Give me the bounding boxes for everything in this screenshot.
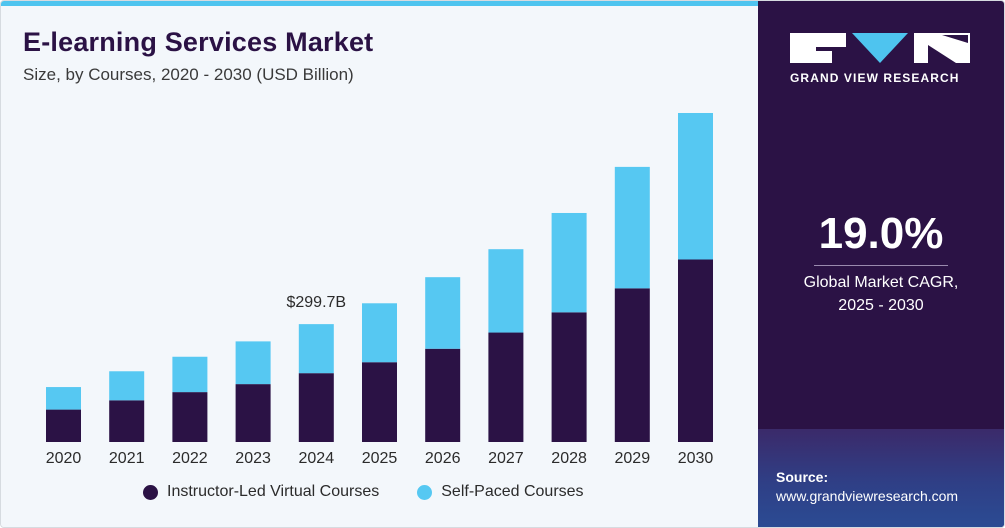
bar-2029-instructor-led [614, 288, 650, 442]
bar-2026-self-paced [425, 277, 461, 349]
x-tick-label-2027: 2027 [488, 450, 524, 467]
x-tick-label-2021: 2021 [109, 450, 145, 467]
bar-2023-instructor-led [235, 384, 271, 442]
bar-2025-instructor-led [362, 362, 397, 442]
brand-name: GRAND VIEW RESEARCH [790, 71, 960, 85]
bar-2021-self-paced [109, 371, 145, 401]
x-tick-label-2029: 2029 [615, 450, 651, 467]
bar-2030-instructor-led [678, 259, 713, 442]
stacked-bar-chart: 2020 2021 2022 2023 2024 2025 2026 2027 2028 2029… [46, 112, 714, 467]
legend-swatch-instructor-led [143, 484, 158, 500]
x-tick-label-2023: 2023 [235, 450, 271, 467]
sidebar-panel: GRAND VIEW RESEARCH 19.0% Global Market … [758, 1, 1004, 527]
legend-label-instructor-led: Instructor-Led Virtual Courses [167, 483, 380, 500]
cagr-label: Global Market CAGR, 2025 - 2030 [758, 271, 1004, 317]
x-tick-label-2022: 2022 [172, 450, 208, 467]
bar-2020-instructor-led [46, 409, 81, 442]
bar-2026-instructor-led [425, 348, 461, 442]
x-tick-label-2030: 2030 [678, 450, 714, 467]
chart-legend: Instructor-Led Virtual Courses Self-Pace… [143, 483, 622, 501]
cagr-divider [814, 265, 948, 266]
x-tick-label-2028: 2028 [551, 450, 587, 467]
top-accent-line [1, 1, 758, 6]
legend-item-self-paced: Self-Paced Courses [417, 483, 584, 501]
bar-2028-self-paced [551, 212, 587, 313]
bar-2027-self-paced [488, 249, 524, 333]
x-tick-label-2025: 2025 [362, 450, 398, 467]
bar-2024-instructor-led [298, 373, 334, 442]
bar-2024-self-paced [298, 324, 334, 374]
cagr-value: 19.0% [818, 209, 944, 258]
x-tick-label-2020: 2020 [46, 450, 82, 467]
legend-swatch-self-paced [417, 484, 433, 500]
data-label-2024: $299.7B [286, 294, 346, 311]
chart-subtitle: Size, by Courses, 2020 - 2030 (USD Billi… [23, 65, 354, 84]
grand-view-research-logo [790, 33, 970, 63]
legend-label-self-paced: Self-Paced Courses [441, 483, 584, 500]
bar-2022-instructor-led [172, 392, 208, 442]
source-band [758, 429, 1004, 527]
x-tick-label-2024: 2024 [299, 450, 335, 467]
bar-2025-self-paced [362, 303, 397, 363]
cagr-label-line2: 2025 - 2030 [838, 297, 924, 314]
bar-2021-instructor-led [109, 400, 145, 442]
bar-2023-self-paced [235, 341, 271, 385]
cagr-label-line1: Global Market CAGR, [803, 274, 959, 291]
source-label: Source: [776, 469, 829, 485]
bar-2020-self-paced [46, 387, 81, 410]
bar-2027-instructor-led [488, 332, 524, 442]
bar-2022-self-paced [172, 356, 208, 393]
x-tick-label-2026: 2026 [425, 450, 461, 467]
chart-title: E-learning Services Market [23, 27, 374, 57]
bar-2030-self-paced [678, 112, 713, 260]
legend-item-instructor-led: Instructor-Led Virtual Courses [143, 483, 379, 501]
bar-2029-self-paced [614, 166, 650, 289]
bar-2028-instructor-led [551, 312, 587, 442]
source-url[interactable]: www.grandviewresearch.com [776, 488, 959, 504]
